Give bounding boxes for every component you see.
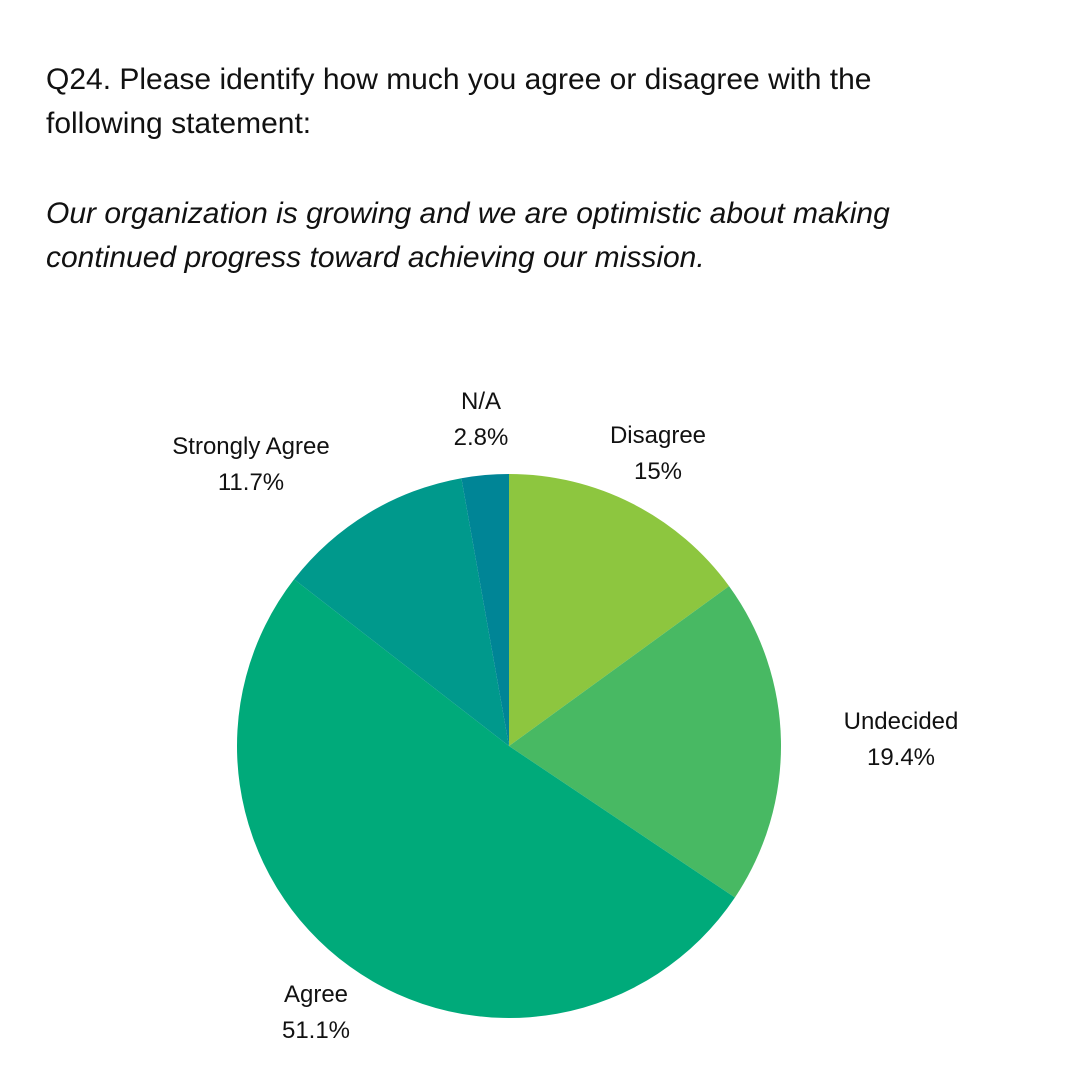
pie-slice-disagree <box>509 474 730 746</box>
data-label: Agree 51.1% <box>282 977 350 1049</box>
data-label-value: 51.1% <box>281 1017 351 1044</box>
pie-slice-agree <box>236 579 735 1019</box>
data-label-category: Agree <box>283 981 349 1008</box>
statement-line: continued progress toward achieving our … <box>46 241 705 274</box>
data-label-category: Undecided <box>843 708 959 735</box>
statement-line: Our organization is growing and we are o… <box>46 197 890 230</box>
data-label: Strongly Agree 11.7% <box>172 429 329 501</box>
data-label: Undecided 19.4% <box>844 704 959 776</box>
question-line: Q24. Please identify how much you agree … <box>46 63 872 96</box>
question-text: Q24. Please identify how much you agree … <box>46 58 871 146</box>
data-label-value: 19.4% <box>866 744 936 771</box>
data-label-category: Disagree <box>609 422 707 449</box>
data-label-category: Strongly Agree <box>172 433 330 460</box>
statement-text: Our organization is growing and we are o… <box>46 192 890 280</box>
pie-slice-strongly-agree <box>294 478 509 746</box>
data-label-value: 2.8% <box>453 424 509 451</box>
question-line: following statement: <box>46 107 312 140</box>
data-label-category: N/A <box>460 388 502 415</box>
data-label: Disagree 15% <box>610 418 706 490</box>
data-label-value: 11.7% <box>217 469 285 496</box>
pie-slice-undecided <box>509 586 781 898</box>
data-label-value: 15% <box>633 458 683 485</box>
pie-slice-n-a <box>461 474 509 746</box>
data-label: N/A 2.8% <box>454 384 509 456</box>
